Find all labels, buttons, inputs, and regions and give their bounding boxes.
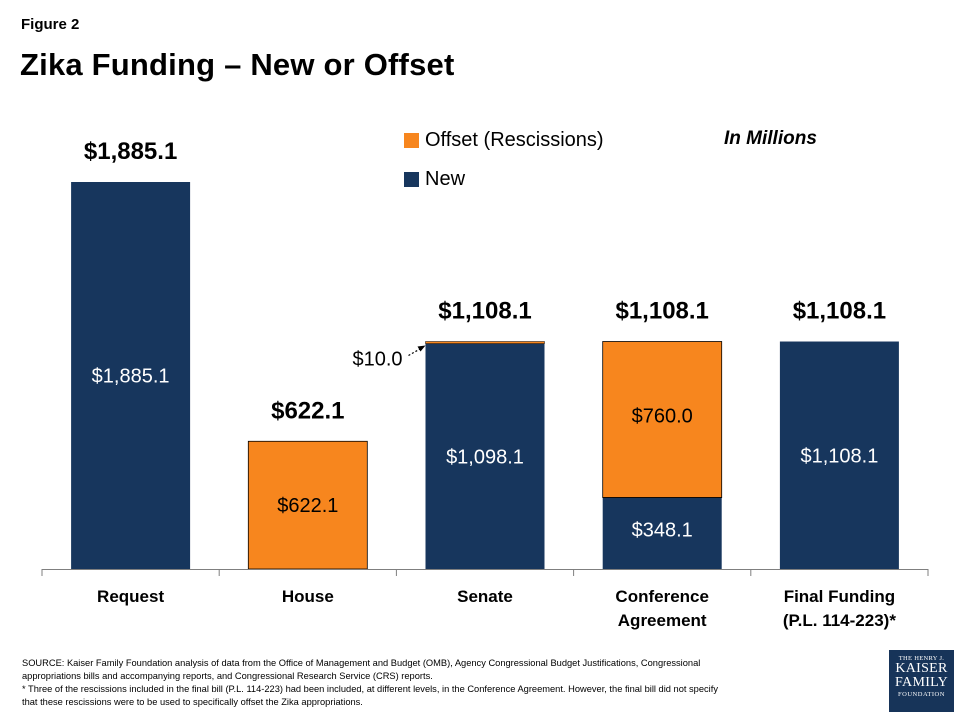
logo-line: KAISER (895, 661, 948, 676)
legend-label-offset: Offset (Rescissions) (425, 128, 604, 151)
page-title: Zika Funding – New or Offset (20, 47, 455, 82)
category-label: (P.L. 114-223)* (783, 611, 896, 630)
bar-new (71, 182, 191, 569)
total-label: $1,108.1 (793, 298, 886, 325)
footnote-line: * Three of the rescissions included in t… (22, 684, 718, 694)
logo-line: THE HENRY J. (898, 655, 945, 662)
data-label-offset: $760.0 (632, 406, 693, 428)
figure-label: Figure 2 (21, 16, 80, 33)
data-label-new: $1,885.1 (92, 366, 170, 388)
logo-line: FOUNDATION (898, 691, 945, 698)
legend-swatch-new (404, 171, 419, 187)
total-label: $1,108.1 (438, 298, 531, 325)
bar-offset (425, 341, 545, 344)
bar-offset (247, 440, 368, 570)
legend-label-new: New (425, 167, 466, 190)
total-label: $1,108.1 (615, 298, 708, 325)
data-label-new: $1,098.1 (446, 446, 524, 468)
logo-line: FAMILY (894, 675, 949, 690)
annotation-label: $10.0 (353, 349, 403, 371)
category-label: House (282, 587, 334, 606)
bar-new (602, 497, 722, 569)
source-note: SOURCE: Kaiser Family Foundation analysi… (22, 657, 862, 709)
annotation-arrowhead (417, 345, 426, 352)
bar-new (425, 343, 545, 569)
bar-offset (602, 341, 723, 498)
data-label-new: $348.1 (632, 519, 693, 541)
source-line: appropriations bills and accompanying re… (22, 671, 433, 681)
category-label: Request (97, 587, 164, 606)
legend-item-offset: Offset (Rescissions) (404, 125, 604, 155)
category-label: Conference (615, 587, 709, 606)
category-label: Final Funding (784, 587, 895, 606)
legend-item-new: New (404, 164, 604, 194)
footnote-line: that these rescissions were to be used t… (22, 697, 363, 707)
bar-new (779, 341, 899, 569)
category-label: Agreement (618, 611, 707, 630)
data-label-offset: $622.1 (277, 495, 338, 517)
category-label: Senate (457, 587, 513, 606)
units-note: In Millions (724, 128, 817, 149)
total-label: $1,885.1 (84, 138, 177, 165)
legend: Offset (Rescissions) New (404, 125, 604, 203)
total-label: $622.1 (271, 397, 344, 424)
source-line: SOURCE: Kaiser Family Foundation analysi… (22, 658, 701, 668)
legend-swatch-offset (404, 132, 419, 148)
kff-logo: THE HENRY J. KAISER FAMILY FOUNDATION (889, 650, 954, 712)
data-label-new: $1,108.1 (800, 445, 878, 467)
